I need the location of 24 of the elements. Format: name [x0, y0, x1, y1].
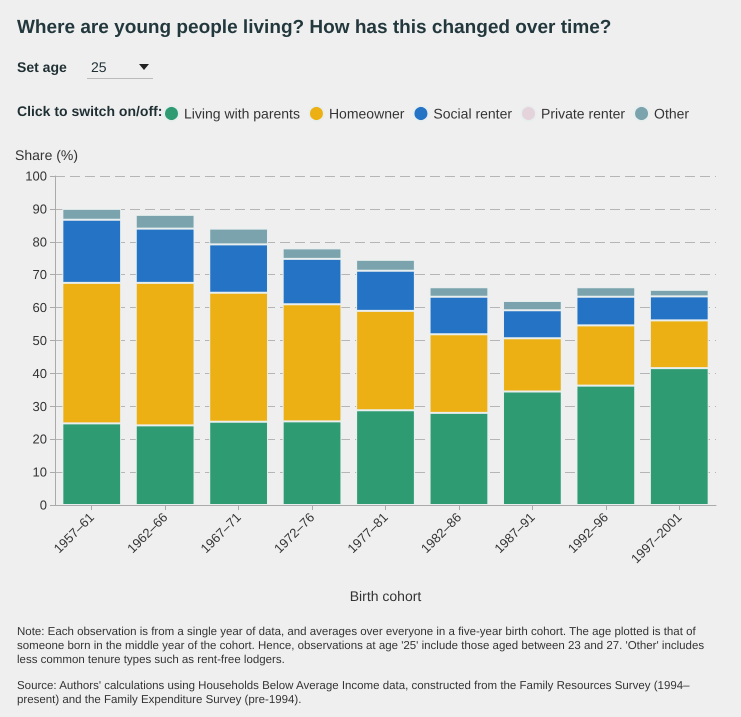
legend-title: Click to switch on/off: [17, 103, 162, 119]
text: 25 [91, 59, 107, 75]
y-tick-label: 30 [32, 398, 47, 414]
y-tick-label: 20 [32, 432, 47, 447]
legend-label: Social renter [433, 106, 512, 122]
y-axis-title: Share (%) [15, 147, 78, 163]
y-tick-label: 100 [25, 168, 47, 184]
legend-label: Other [654, 106, 690, 122]
legend-label: Private renter [541, 106, 626, 122]
text: Set age [17, 59, 67, 75]
legend-label: Homeowner [328, 106, 405, 122]
chart-title: Where are young people living? How has this changed over time? [17, 17, 612, 39]
legend-label: Living with parents [184, 106, 300, 122]
y-tick-label: 80 [32, 234, 47, 250]
text: Note: Each observation is from a single year of data, and averages over everyone in a five-year birth cohort. The age plotted is that of someone born in the middle year of the cohort. Hence, observations at age '25' include those aged between 23 and 27. 'Other' includes less common tenure types such as rent-free lodgers. [17, 625, 706, 667]
y-tick-label: 60 [32, 300, 47, 316]
x-axis-title: Birth cohort [350, 588, 422, 604]
y-tick-label: 10 [32, 464, 47, 480]
y-tick-label: 70 [32, 267, 47, 282]
y-tick-label: 50 [32, 333, 47, 348]
y-tick-label: 90 [32, 201, 47, 216]
y-tick-label: 0 [40, 498, 47, 512]
source-note: Source: Authors' calculations using Households Below Average Income data, constructed from the Family Resources Survey (1994–present) and the Family Expenditure Survey (pre-1994). [17, 679, 691, 707]
y-tick-label: 40 [32, 366, 47, 381]
